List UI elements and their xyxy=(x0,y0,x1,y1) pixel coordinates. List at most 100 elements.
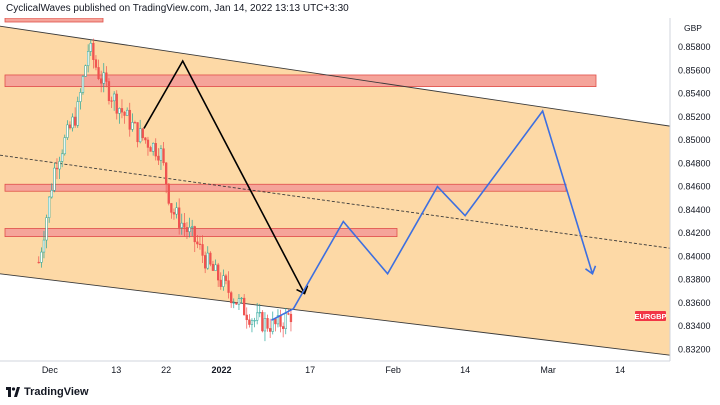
candle-body xyxy=(92,42,95,60)
time-axis: Dec 13 22 2022 17 Feb 14 Mar 14 xyxy=(42,365,625,375)
candle-body xyxy=(253,320,256,322)
candle-body xyxy=(84,65,87,77)
candle-body xyxy=(178,207,181,228)
candle-body xyxy=(87,51,90,66)
candle-body xyxy=(128,109,131,130)
candle-body xyxy=(165,162,168,185)
candle-body xyxy=(53,167,56,191)
candle-body xyxy=(167,183,170,204)
tradingview-brand: TradingView xyxy=(24,386,89,398)
candle-body xyxy=(79,92,82,102)
candle-body xyxy=(263,318,267,332)
projection-path[interactable] xyxy=(270,109,594,322)
candle-body xyxy=(45,217,48,241)
candle-body xyxy=(81,76,85,93)
time-tick-label: 2022 xyxy=(211,365,231,375)
candle-body xyxy=(232,302,235,304)
price-tick-label: 0.85000 xyxy=(678,135,711,145)
candle-body xyxy=(214,264,217,271)
candle-body xyxy=(183,222,186,228)
time-tick-label: Feb xyxy=(385,365,401,375)
candle-body xyxy=(222,275,225,287)
candle-body xyxy=(274,318,277,325)
candle-body xyxy=(217,264,220,281)
candle-body xyxy=(170,203,173,213)
candle-body xyxy=(266,318,269,329)
price-tick-label: 0.83800 xyxy=(678,275,711,285)
candle-body xyxy=(102,72,105,84)
candle-body xyxy=(204,255,207,269)
candle-body xyxy=(279,315,282,327)
candle-body xyxy=(74,116,77,126)
price-tick-label: 0.84600 xyxy=(678,182,711,192)
time-tick-label: Mar xyxy=(540,365,556,375)
tradingview-logo-icon xyxy=(6,387,20,397)
publish-header: CyclicalWaves published on TradingView.c… xyxy=(6,3,349,14)
candlestick-series xyxy=(37,38,293,342)
time-tick-label: Dec xyxy=(42,365,59,375)
price-tick-label: 0.83200 xyxy=(678,344,711,354)
candle-body xyxy=(287,313,290,315)
channel-upper-line[interactable] xyxy=(0,25,670,127)
projection-arrow-head-icon xyxy=(585,265,597,276)
price-tick-label: 0.84800 xyxy=(678,158,711,168)
candle-body xyxy=(245,314,248,321)
candle-body xyxy=(240,297,243,300)
candle-body xyxy=(115,93,118,114)
candle-body xyxy=(271,318,274,332)
candle-body xyxy=(118,108,121,114)
price-tick-label: 0.83600 xyxy=(678,298,711,308)
candle-body xyxy=(157,155,160,161)
candle-body xyxy=(269,328,272,332)
candle-body xyxy=(235,302,238,305)
arrow-head-icon xyxy=(296,285,309,295)
candle-body xyxy=(131,122,134,130)
candle-body xyxy=(224,275,228,281)
candle-body xyxy=(188,227,191,232)
time-tick-label: 14 xyxy=(460,365,470,375)
candle-body xyxy=(196,241,199,245)
swing-arrow-path[interactable] xyxy=(143,59,306,294)
candle-body xyxy=(146,139,150,148)
price-axis: 0.85800 0.85600 0.85400 0.85200 0.85000 0.848… xyxy=(678,42,711,354)
candle-body xyxy=(282,326,285,329)
candle-body xyxy=(256,312,259,321)
price-tick-label: 0.84400 xyxy=(678,205,711,215)
channel-lower-line[interactable] xyxy=(0,273,670,356)
time-tick-label: 22 xyxy=(161,365,171,375)
candle-body xyxy=(110,100,113,102)
candle-body xyxy=(276,315,280,325)
candle-body xyxy=(248,319,251,325)
channel-mid-line[interactable] xyxy=(0,154,670,249)
candle-body xyxy=(152,143,155,152)
candle-body xyxy=(191,226,194,228)
candle-body xyxy=(63,137,66,155)
candle-body xyxy=(55,167,59,170)
candle-body xyxy=(159,148,163,161)
candle-body xyxy=(71,116,74,129)
time-tick-label: 17 xyxy=(305,365,315,375)
candle-body xyxy=(180,222,183,228)
candle-body xyxy=(105,72,108,82)
candle-body xyxy=(76,101,79,126)
tradingview-logo[interactable]: TradingView xyxy=(6,386,89,398)
candle-body xyxy=(100,78,103,84)
zone-rect xyxy=(4,228,398,237)
candle-body xyxy=(185,227,189,232)
candle-body xyxy=(94,59,98,68)
candle-body xyxy=(284,313,287,329)
candle-body xyxy=(261,312,264,332)
candle-body xyxy=(113,93,116,102)
candle-body xyxy=(227,280,230,293)
candle-body xyxy=(50,190,53,198)
price-tick-label: 0.85200 xyxy=(678,112,711,122)
candle-body xyxy=(48,196,51,218)
candle-body xyxy=(141,128,144,139)
candle-body xyxy=(209,252,212,265)
candle-body xyxy=(136,122,139,143)
candle-body xyxy=(68,124,72,129)
candle-body xyxy=(154,143,157,157)
offscreen-zone-stub xyxy=(4,18,104,23)
candle-body xyxy=(120,108,124,113)
